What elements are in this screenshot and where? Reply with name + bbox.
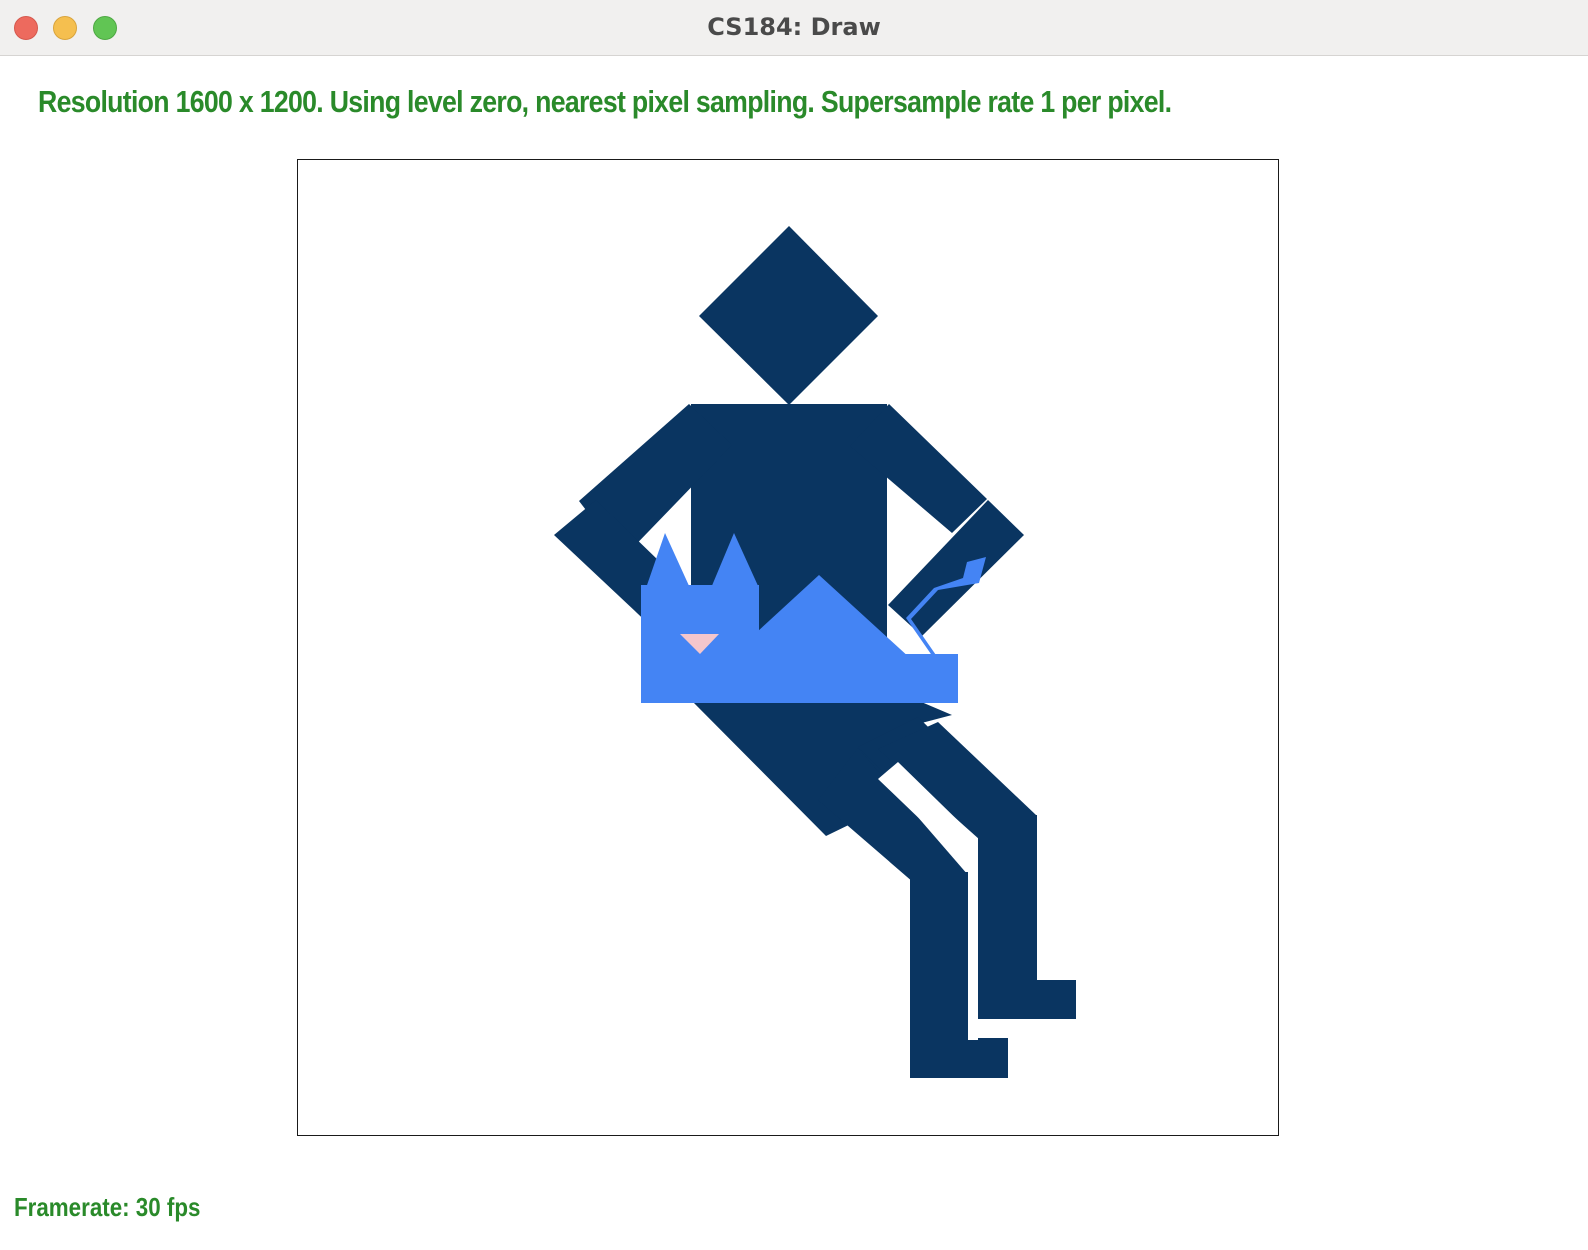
status-message: Resolution 1600 x 1200. Using level zero… bbox=[38, 84, 1172, 119]
figure-head bbox=[699, 226, 878, 405]
cat-body-base bbox=[755, 654, 958, 703]
figure-back-foot bbox=[978, 980, 1076, 1019]
figure-front-leg-thigh bbox=[818, 748, 968, 895]
window-title: CS184: Draw bbox=[707, 13, 881, 41]
figure-left-upper-arm bbox=[579, 404, 732, 558]
stick-figure bbox=[554, 226, 1076, 1078]
minimize-icon[interactable] bbox=[53, 16, 77, 40]
cat-left-ear bbox=[646, 533, 690, 588]
framerate-readout: Framerate: 30 fps bbox=[14, 1192, 201, 1222]
cat bbox=[641, 533, 986, 703]
cat-nose bbox=[680, 634, 719, 654]
figure-front-foot bbox=[910, 1038, 1008, 1078]
figure-leg-gap-upper bbox=[878, 762, 978, 875]
figure-leg-gap-lower bbox=[968, 872, 978, 1040]
maximize-icon[interactable] bbox=[93, 16, 117, 40]
title-bar[interactable]: CS184: Draw bbox=[0, 0, 1588, 56]
figure-back-leg-shin bbox=[978, 815, 1037, 985]
close-icon[interactable] bbox=[14, 16, 38, 40]
canvas-drawing bbox=[554, 226, 1076, 1078]
figure-right-upper-arm bbox=[850, 404, 987, 533]
cat-right-ear bbox=[711, 533, 759, 588]
cat-tail bbox=[906, 557, 986, 681]
drawing-canvas[interactable] bbox=[297, 159, 1279, 1136]
cat-tail-base bbox=[928, 657, 958, 703]
